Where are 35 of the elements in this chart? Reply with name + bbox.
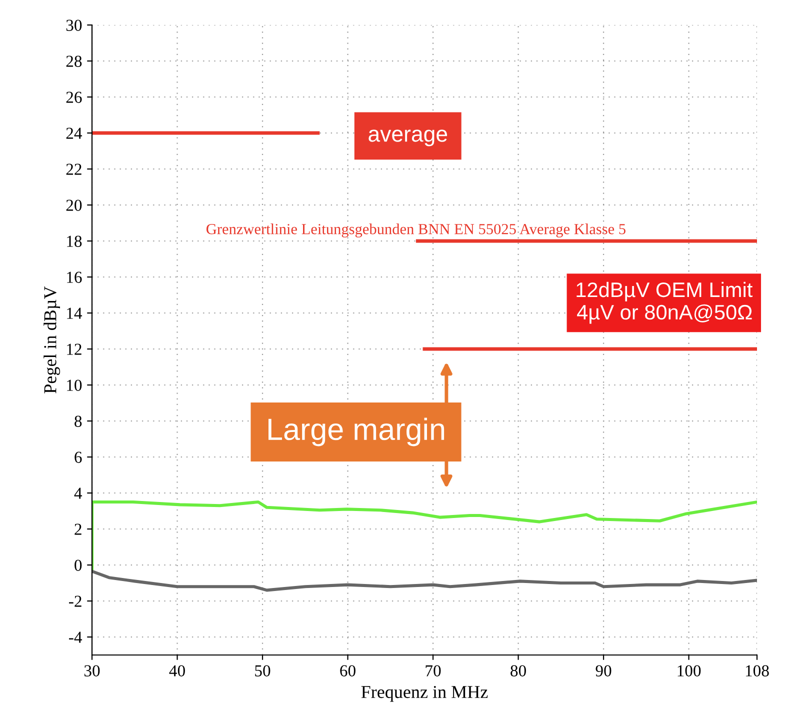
y-tick-label: 22 — [66, 164, 82, 175]
x-tick-label: 108 — [746, 665, 769, 676]
y-tick-label: 6 — [74, 452, 82, 463]
line-series — [92, 570, 757, 592]
x-tick-label: 30 — [84, 665, 100, 676]
y-tick-label: 4 — [74, 488, 82, 499]
y-tick-label: 24 — [66, 128, 82, 139]
y-tick-label: 16 — [67, 272, 82, 283]
annotation: average — [368, 130, 448, 146]
y-tick-label: 30 — [66, 20, 82, 31]
line-series — [92, 500, 757, 572]
y-tick-label: 28 — [66, 56, 82, 67]
y-tick-label: -4 — [69, 632, 82, 643]
y-tick-label: 26 — [66, 92, 82, 103]
x-tick-label: 100 — [678, 665, 701, 676]
annotation: Grenzwertlinie Leitungsgebunden BNN EN 55025 Average Klasse 5 — [206, 224, 626, 238]
y-tick-label: 20 — [66, 200, 82, 211]
y-tick-label: -2 — [69, 596, 82, 607]
x-tick-label: 70 — [426, 665, 441, 676]
x-tick-label: 50 — [255, 665, 270, 676]
annotation: 12dBµV OEM Limit 4µV or 80nA@50Ω — [576, 282, 753, 324]
y-tick-label: 0 — [74, 560, 82, 571]
y-tick-label: 14 — [67, 308, 82, 319]
x-axis-title: Frequenz in MHz — [361, 686, 488, 702]
y-axis-title: Pegel in dBµV — [44, 286, 60, 394]
y-tick-label: 12 — [67, 344, 82, 355]
y-tick-label: 8 — [74, 416, 82, 427]
x-tick-label: 90 — [596, 665, 612, 676]
x-tick-label: 40 — [169, 665, 185, 676]
annotation: Large margin — [268, 418, 444, 446]
x-tick-label: 60 — [340, 665, 356, 676]
y-tick-label: 2 — [74, 524, 82, 535]
x-tick-label: 80 — [510, 665, 526, 676]
y-tick-label: 10 — [67, 380, 82, 391]
y-tick-label: 18 — [67, 236, 82, 247]
